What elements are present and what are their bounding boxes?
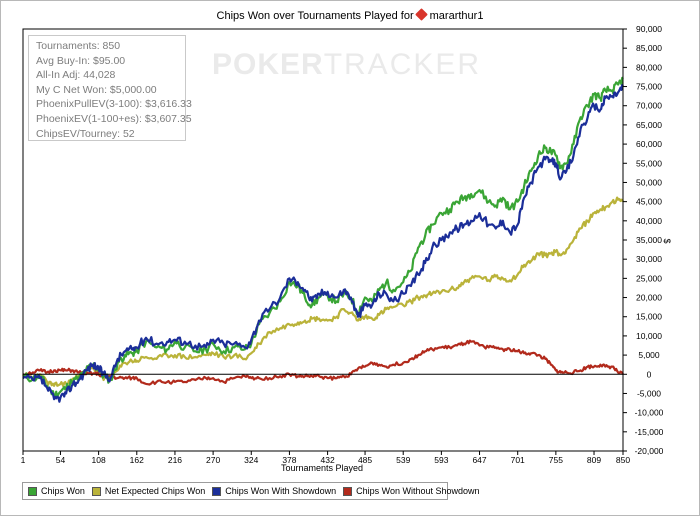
legend-swatch <box>212 486 222 496</box>
y-axis-title: $ <box>662 238 672 243</box>
stat-line: Avg Buy-In: $95.00 <box>36 54 126 67</box>
y-tick-label: 75,000 <box>636 82 662 92</box>
x-tick-label: 647 <box>472 455 486 465</box>
y-tick-label: 90,000 <box>636 24 662 34</box>
y-tick-label: -5,000 <box>637 388 661 398</box>
x-tick-label: 850 <box>616 455 630 465</box>
legend-label: Chips Won <box>41 486 85 496</box>
series-layer <box>22 76 624 403</box>
y-tick-label: 70,000 <box>636 101 662 111</box>
y-tick-label: -15,000 <box>635 427 664 437</box>
x-tick-label: 755 <box>549 455 563 465</box>
chart-title: Chips Won over Tournaments Played for mar… <box>0 8 700 22</box>
legend-item: Chips Won <box>28 486 85 496</box>
x-tick-label: 108 <box>92 455 106 465</box>
x-tick-label: 485 <box>358 455 372 465</box>
stat-line: PhoenixEV(1-100+es): $3,607.35 <box>36 112 192 125</box>
y-tick-label: 45,000 <box>636 197 662 207</box>
stat-line: ChipsEV/Tourney: 52 <box>36 127 135 140</box>
x-tick-label: 270 <box>206 455 220 465</box>
watermark-poker: POKER <box>212 48 324 81</box>
y-tick-label: 85,000 <box>636 43 662 53</box>
stat-line: Tournaments: 850 <box>36 40 121 52</box>
chart-title-text: Chips Won over Tournaments Played for <box>216 10 414 22</box>
pokertracker-watermark: POKERTRACKER <box>212 48 479 82</box>
y-tick-label: 25,000 <box>636 273 662 283</box>
x-tick-label: 809 <box>587 455 601 465</box>
y-tick-label: 80,000 <box>636 62 662 72</box>
y-tick-label: 40,000 <box>636 216 662 226</box>
x-tick-label: 701 <box>511 455 525 465</box>
legend-label: Net Expected Chips Won <box>104 486 206 496</box>
x-tick-label: 216 <box>168 455 182 465</box>
y-tick-label: 15,000 <box>636 312 662 322</box>
y-tick-label: 20,000 <box>636 293 662 303</box>
x-axis-title: Tournaments Played <box>281 463 363 473</box>
y-tick-label: -20,000 <box>635 446 664 456</box>
x-tick-label: 432 <box>320 455 334 465</box>
legend-label: Chips Won Without Showdown <box>356 486 480 496</box>
series-line-chips-won <box>22 76 624 400</box>
series-line-chips-won-with-showdown <box>22 84 624 403</box>
legend-swatch <box>28 486 37 496</box>
x-tick-label: 593 <box>434 455 448 465</box>
x-tick-label: 378 <box>282 455 296 465</box>
y-tick-label: 65,000 <box>636 120 662 130</box>
stats-box: Tournaments: 850 Avg Buy-In: $95.00 All-In… <box>28 35 192 141</box>
x-tick-label: 1 <box>21 455 26 465</box>
y-tick-label: 60,000 <box>636 139 662 149</box>
y-tick-label: 5,000 <box>638 350 660 360</box>
x-tick-label: 54 <box>56 455 66 465</box>
y-tick-label: 10,000 <box>636 331 662 341</box>
y-tick-label: 30,000 <box>636 254 662 264</box>
legend-swatch <box>343 486 353 496</box>
chart-legend: Chips Won Net Expected Chips Won Chips Won… <box>22 482 480 500</box>
x-tick-label: 162 <box>130 455 144 465</box>
axes-layer: -20,000 -15,000 -10,000 -5,000 0 5,000 10,000 1… <box>21 24 664 465</box>
stat-line: My C Net Won: $5,000.00 <box>36 83 157 96</box>
legend-label: Chips Won With Showdown <box>225 486 337 496</box>
y-tick-label: 35,000 <box>636 235 662 245</box>
watermark-tracker: TRACKER <box>323 48 482 81</box>
stat-line: PhoenixPullEV(3-100): $3,616.33 <box>36 98 192 111</box>
legend-item: Chips Won With Showdown <box>212 486 336 496</box>
y-tick-label: 0 <box>647 369 652 379</box>
x-tick-label: 324 <box>244 455 258 465</box>
y-tick-label: 50,000 <box>636 177 662 187</box>
x-tick-label: 539 <box>396 455 410 465</box>
legend-item: Net Expected Chips Won <box>91 486 206 496</box>
stat-line: All-In Adj: 44,028 <box>36 69 116 82</box>
y-tick-label: 55,000 <box>636 158 662 168</box>
legend-swatch <box>91 486 101 496</box>
y-tick-label: -10,000 <box>635 408 664 418</box>
legend-item: Chips Won Without Showdown <box>343 486 480 496</box>
player-name: mararthur1 <box>429 10 484 22</box>
